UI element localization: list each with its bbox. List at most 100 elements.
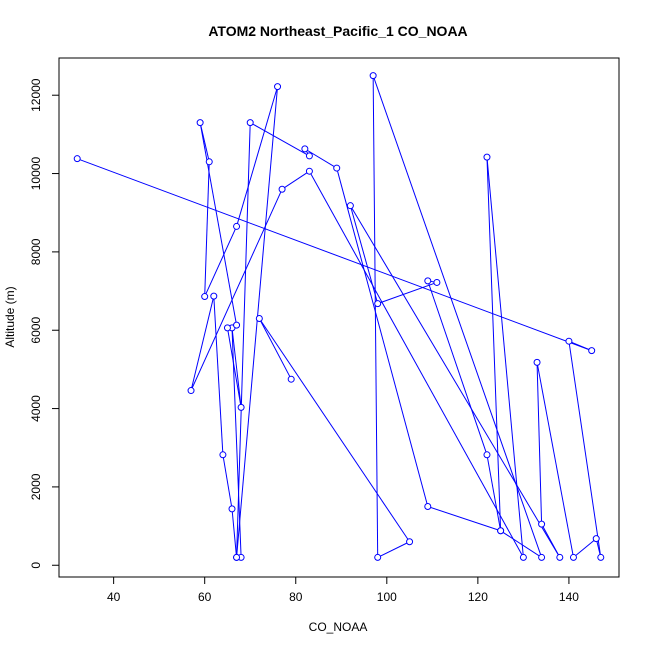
data-point <box>278 185 286 193</box>
x-tick-label: 100 <box>377 590 397 604</box>
series-segment <box>258 318 292 380</box>
data-point <box>255 314 263 322</box>
data-point <box>556 553 564 561</box>
series-segment <box>190 296 215 391</box>
series-segment <box>349 205 379 304</box>
x-tick-label: 60 <box>198 590 212 604</box>
series-segment <box>568 340 592 352</box>
series-segment <box>258 318 410 543</box>
series-segment <box>249 122 310 157</box>
data-point <box>565 337 573 345</box>
x-tick-label: 40 <box>107 590 121 604</box>
y-tick-label: 8000 <box>29 238 43 265</box>
series-segment <box>231 508 238 558</box>
series-segment <box>236 86 279 227</box>
series-segment <box>372 75 379 558</box>
y-tick-label: 12000 <box>29 78 43 112</box>
data-point <box>305 167 313 175</box>
data-point <box>73 155 81 163</box>
series-segment <box>281 170 310 190</box>
data-point <box>483 153 491 161</box>
series-segment <box>190 189 283 391</box>
data-point <box>519 553 527 561</box>
series-segment <box>500 530 542 558</box>
data-point <box>219 451 227 459</box>
series-segment <box>231 327 242 408</box>
data-point <box>305 152 313 160</box>
y-axis: 0 2000 4000 6000 8000 10000 12000 <box>29 78 60 569</box>
y-tick-label: 2000 <box>29 473 43 500</box>
data-point <box>333 164 341 172</box>
data-point <box>424 277 432 285</box>
series-segment <box>377 281 438 305</box>
series-segment <box>427 280 488 455</box>
series-segment <box>486 157 524 558</box>
series-segment <box>568 341 602 558</box>
series-segment <box>226 327 242 408</box>
data-point <box>597 553 605 561</box>
data-point <box>433 278 441 286</box>
x-tick-label: 120 <box>468 590 488 604</box>
data-point <box>196 119 204 127</box>
series-segment <box>236 122 251 558</box>
data-point <box>346 202 354 210</box>
y-axis-label: Altitude (m) <box>3 286 17 347</box>
data-point <box>538 553 546 561</box>
data-point <box>237 403 245 411</box>
data-point <box>287 375 295 383</box>
data-point <box>301 145 309 153</box>
data-point <box>205 158 213 166</box>
series-segment <box>199 122 210 162</box>
data-point <box>233 222 241 230</box>
x-axis: 40 60 80 100 120 140 <box>107 576 579 604</box>
series-segment <box>336 167 429 507</box>
data-point <box>533 358 541 366</box>
data-point <box>210 292 218 300</box>
data-point <box>187 387 195 395</box>
data-point <box>223 324 231 332</box>
series-segment <box>213 296 224 455</box>
data-point <box>274 83 282 91</box>
data-point <box>228 505 236 513</box>
series-segment <box>427 506 501 532</box>
y-tick-label: 10000 <box>29 157 43 191</box>
series-segment <box>308 170 524 558</box>
data-point <box>246 119 254 127</box>
series-segment <box>204 226 238 297</box>
chart-title: ATOM2 Northeast_Pacific_1 CO_NOAA <box>208 23 467 39</box>
y-tick-label: 4000 <box>29 395 43 422</box>
series-segment <box>236 86 279 558</box>
series-segment <box>536 362 574 558</box>
series-segment <box>536 362 543 525</box>
y-tick-label: 0 <box>29 562 43 569</box>
data-point <box>538 520 546 528</box>
data-point <box>424 502 432 510</box>
series-segment <box>77 158 592 352</box>
plot-frame <box>58 57 620 578</box>
series-segment <box>377 541 410 558</box>
series-layer <box>73 72 605 561</box>
x-tick-label: 140 <box>559 590 579 604</box>
data-point <box>201 293 209 301</box>
data-point <box>406 538 414 546</box>
series-segment <box>486 454 502 531</box>
data-point <box>374 553 382 561</box>
x-tick-label: 80 <box>289 590 303 604</box>
data-point <box>588 347 596 355</box>
series-segment <box>304 148 337 169</box>
data-point <box>592 535 600 543</box>
series-segment <box>573 538 597 558</box>
series-segment <box>199 122 238 326</box>
data-point <box>569 553 577 561</box>
y-tick-label: 6000 <box>29 317 43 344</box>
x-axis-label: CO_NOAA <box>309 620 368 634</box>
series-segment <box>349 205 561 558</box>
data-point <box>374 300 382 308</box>
data-point <box>233 553 241 561</box>
series-segment <box>486 157 502 531</box>
series-segment <box>372 75 543 558</box>
data-point <box>497 527 505 535</box>
data-point <box>233 321 241 329</box>
series-segment <box>204 161 210 297</box>
